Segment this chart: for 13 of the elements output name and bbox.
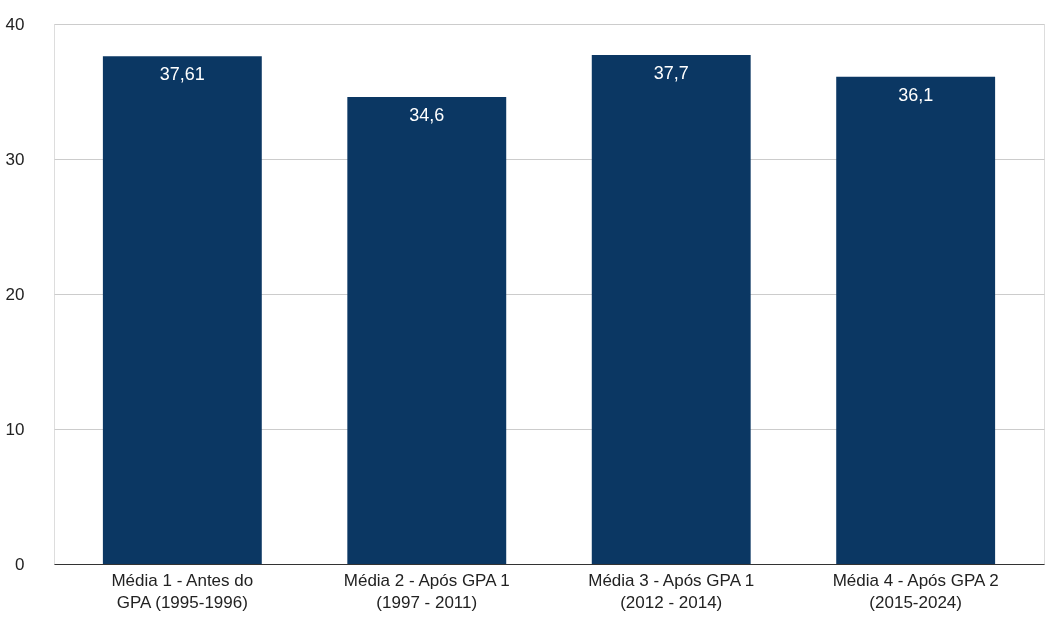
- x-tick-label: Média 2 - Após GPA 1 (1997 - 2011): [343, 570, 510, 612]
- data-label: 37,7: [653, 63, 689, 84]
- y-tick-label: 0: [15, 554, 25, 574]
- data-label: 36,1: [898, 84, 934, 105]
- x-tick-label: Média 1 - Antes do GPA (1995-1996): [111, 570, 254, 612]
- x-tick-label: Média 3 - Após GPA 1 (2012 - 2014): [588, 570, 755, 612]
- x-tick-label: Média 4 - Após GPA 2 (2015-2024): [832, 570, 999, 612]
- y-tick-label: 40: [5, 14, 25, 34]
- y-tick-label: 30: [5, 149, 25, 169]
- y-tick-label: 10: [5, 419, 25, 439]
- y-tick-label: 20: [5, 284, 25, 304]
- data-label: 37,61: [159, 64, 205, 85]
- data-label: 34,6: [409, 104, 445, 125]
